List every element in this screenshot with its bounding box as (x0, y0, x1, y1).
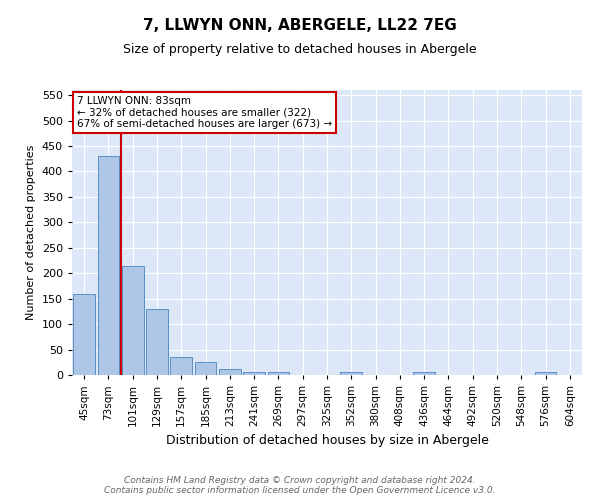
Text: Contains HM Land Registry data © Crown copyright and database right 2024.
Contai: Contains HM Land Registry data © Crown c… (104, 476, 496, 495)
Bar (146, 310, 168, 375)
Bar (194, 362, 217, 375)
X-axis label: Distribution of detached houses by size in Abergele: Distribution of detached houses by size … (166, 434, 488, 448)
Bar (243, 372, 265, 375)
Text: Size of property relative to detached houses in Abergele: Size of property relative to detached ho… (123, 42, 477, 56)
Bar (219, 369, 241, 375)
Bar (340, 372, 362, 375)
Bar (97, 156, 119, 375)
Bar (413, 372, 435, 375)
Bar (535, 372, 556, 375)
Bar (122, 266, 143, 375)
Text: 7 LLWYN ONN: 83sqm
← 32% of detached houses are smaller (322)
67% of semi-detach: 7 LLWYN ONN: 83sqm ← 32% of detached hou… (77, 96, 332, 129)
Bar (73, 294, 95, 375)
Y-axis label: Number of detached properties: Number of detached properties (26, 145, 36, 320)
Text: 7, LLWYN ONN, ABERGELE, LL22 7EG: 7, LLWYN ONN, ABERGELE, LL22 7EG (143, 18, 457, 32)
Bar (170, 357, 192, 375)
Bar (268, 372, 289, 375)
